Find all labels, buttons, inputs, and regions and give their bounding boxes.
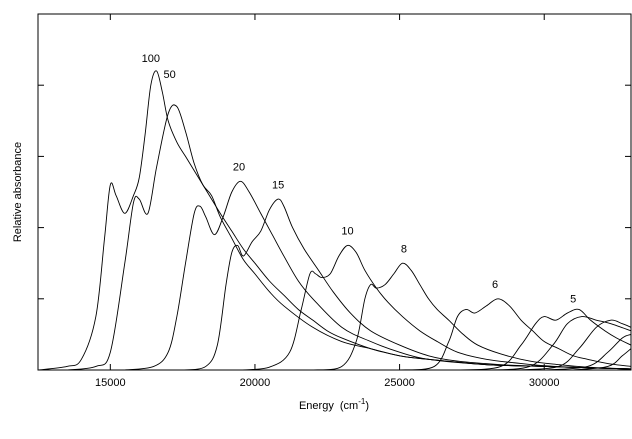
y-axis-ticks	[38, 84, 631, 300]
y-axis-title: Relative absorbance	[12, 142, 24, 242]
x-tick-label-25000: 25000	[384, 377, 415, 389]
curve-label-50: 50	[163, 69, 175, 81]
series-line-unlabeled-11	[573, 348, 632, 371]
curve-label-10: 10	[341, 226, 353, 238]
x-axis-ticks: 15000 20000 25000 30000	[95, 14, 560, 389]
series-line-5	[457, 308, 632, 371]
x-axis-unit-exponent: -1	[358, 397, 366, 406]
series-line-100	[37, 70, 632, 371]
curve-label-5: 5	[570, 293, 576, 305]
series-line-unlabeled-8	[486, 316, 632, 371]
x-tick-label-15000: 15000	[95, 377, 126, 389]
series-line-50	[66, 104, 632, 371]
x-axis-title: Energy (cm-1)	[299, 397, 369, 412]
x-axis-unit-close: )	[365, 400, 369, 412]
plot-frame	[37, 13, 632, 371]
curve-label-100: 100	[142, 53, 160, 65]
x-axis-unit-base: (cm	[340, 400, 358, 412]
series-line-unlabeled-9	[515, 319, 632, 371]
curve-label-6: 6	[492, 279, 498, 291]
series-line-6	[399, 298, 632, 371]
series-line-unlabeled-10	[544, 333, 632, 371]
curve-group	[37, 70, 632, 371]
curve-label-8: 8	[401, 244, 407, 256]
series-line-8	[312, 262, 632, 371]
x-tick-label-20000: 20000	[240, 377, 271, 389]
curve-label-20: 20	[233, 162, 245, 174]
series-line-20	[124, 180, 632, 371]
x-tick-label-30000: 30000	[529, 377, 560, 389]
series-line-10	[240, 244, 632, 371]
curve-label-15: 15	[272, 179, 284, 191]
x-axis-title-text: Energy	[299, 400, 334, 412]
series-line-15	[182, 198, 632, 371]
